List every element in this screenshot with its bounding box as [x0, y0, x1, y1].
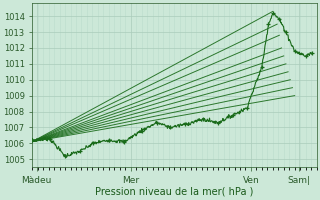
- X-axis label: Pression niveau de la mer( hPa ): Pression niveau de la mer( hPa ): [95, 187, 253, 197]
